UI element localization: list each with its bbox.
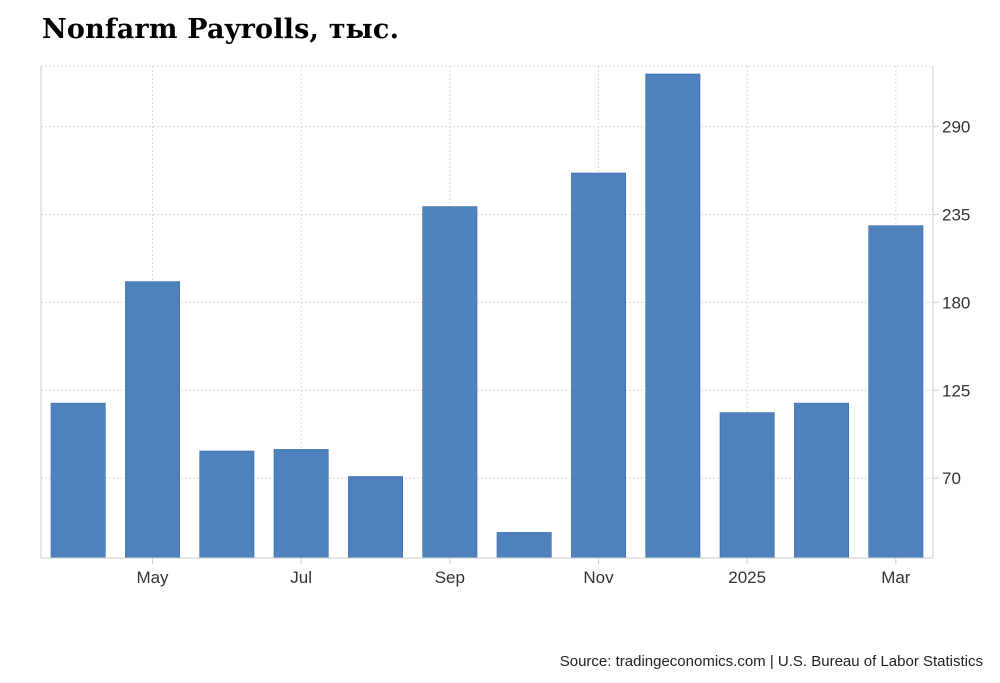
x-tick-label: May [136, 568, 169, 587]
bar [273, 449, 329, 559]
y-tick-labels: 70 125 180 235 290 [942, 118, 970, 488]
bar [125, 281, 181, 559]
y-tick-label: 180 [942, 293, 970, 312]
chart-title: Nonfarm Payrolls, тыс. [42, 14, 400, 45]
bar [348, 476, 403, 559]
bar [571, 172, 627, 559]
bar [50, 402, 106, 559]
x-tick-label: Mar [881, 568, 911, 587]
x-tick-label: Jul [290, 568, 312, 587]
source-note: Source: tradingeconomics.com | U.S. Bure… [559, 653, 983, 670]
bar [199, 450, 255, 559]
grid-lines [41, 65, 933, 558]
x-tick-label: Sep [435, 568, 465, 587]
y-tick-label: 70 [942, 469, 961, 488]
x-tick-labels: May Jul Sep Nov 2025 Mar [136, 568, 910, 587]
bar [868, 225, 924, 559]
bar [422, 206, 478, 559]
x-tick-label: Nov [583, 568, 614, 587]
y-tick-label: 235 [942, 206, 970, 225]
y-tick-label: 290 [942, 118, 970, 137]
bar [496, 532, 552, 559]
y-tick-label: 125 [942, 381, 970, 400]
bars [50, 73, 924, 559]
bar [645, 73, 701, 559]
bar [719, 412, 775, 559]
x-tick-label: 2025 [728, 568, 766, 587]
bar [794, 402, 850, 559]
axes [40, 66, 939, 564]
